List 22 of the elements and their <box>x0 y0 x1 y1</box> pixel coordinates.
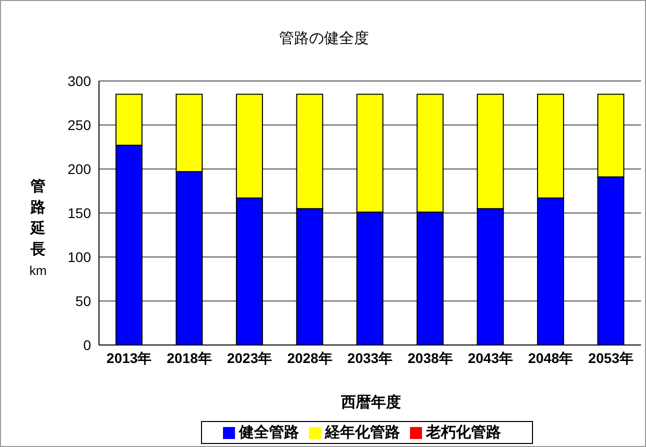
legend-label: 経年化管路 <box>325 424 400 441</box>
y-tick-label: 250 <box>68 116 92 133</box>
x-tick-label: 2053年 <box>588 350 634 366</box>
x-tick-label: 2028年 <box>287 350 332 366</box>
legend-label: 老朽化管路 <box>426 424 501 441</box>
x-tick-label: 2013年 <box>106 350 152 366</box>
y-tick-label: 300 <box>68 72 92 89</box>
y-tick-label: 0 <box>83 336 92 353</box>
y-tick-label: 150 <box>68 204 92 221</box>
y-tick-label: 200 <box>68 160 92 177</box>
x-tick-label: 2038年 <box>408 350 453 366</box>
x-tick-label: 2048年 <box>528 350 574 366</box>
x-tick-label: 2018年 <box>166 350 212 366</box>
chart-title: 管路の健全度 <box>278 29 370 48</box>
x-tick-label: 2033年 <box>347 350 393 366</box>
x-tick-label: 2043年 <box>468 350 514 366</box>
x-axis-title: 西暦年度 <box>340 393 402 412</box>
y-tick-label: 100 <box>68 248 92 265</box>
legend-label: 健全管路 <box>239 424 299 441</box>
x-tick-label: 2023年 <box>226 350 272 366</box>
y-tick-label: 50 <box>75 292 92 309</box>
y-axis-title: 管路延長km <box>28 177 48 280</box>
